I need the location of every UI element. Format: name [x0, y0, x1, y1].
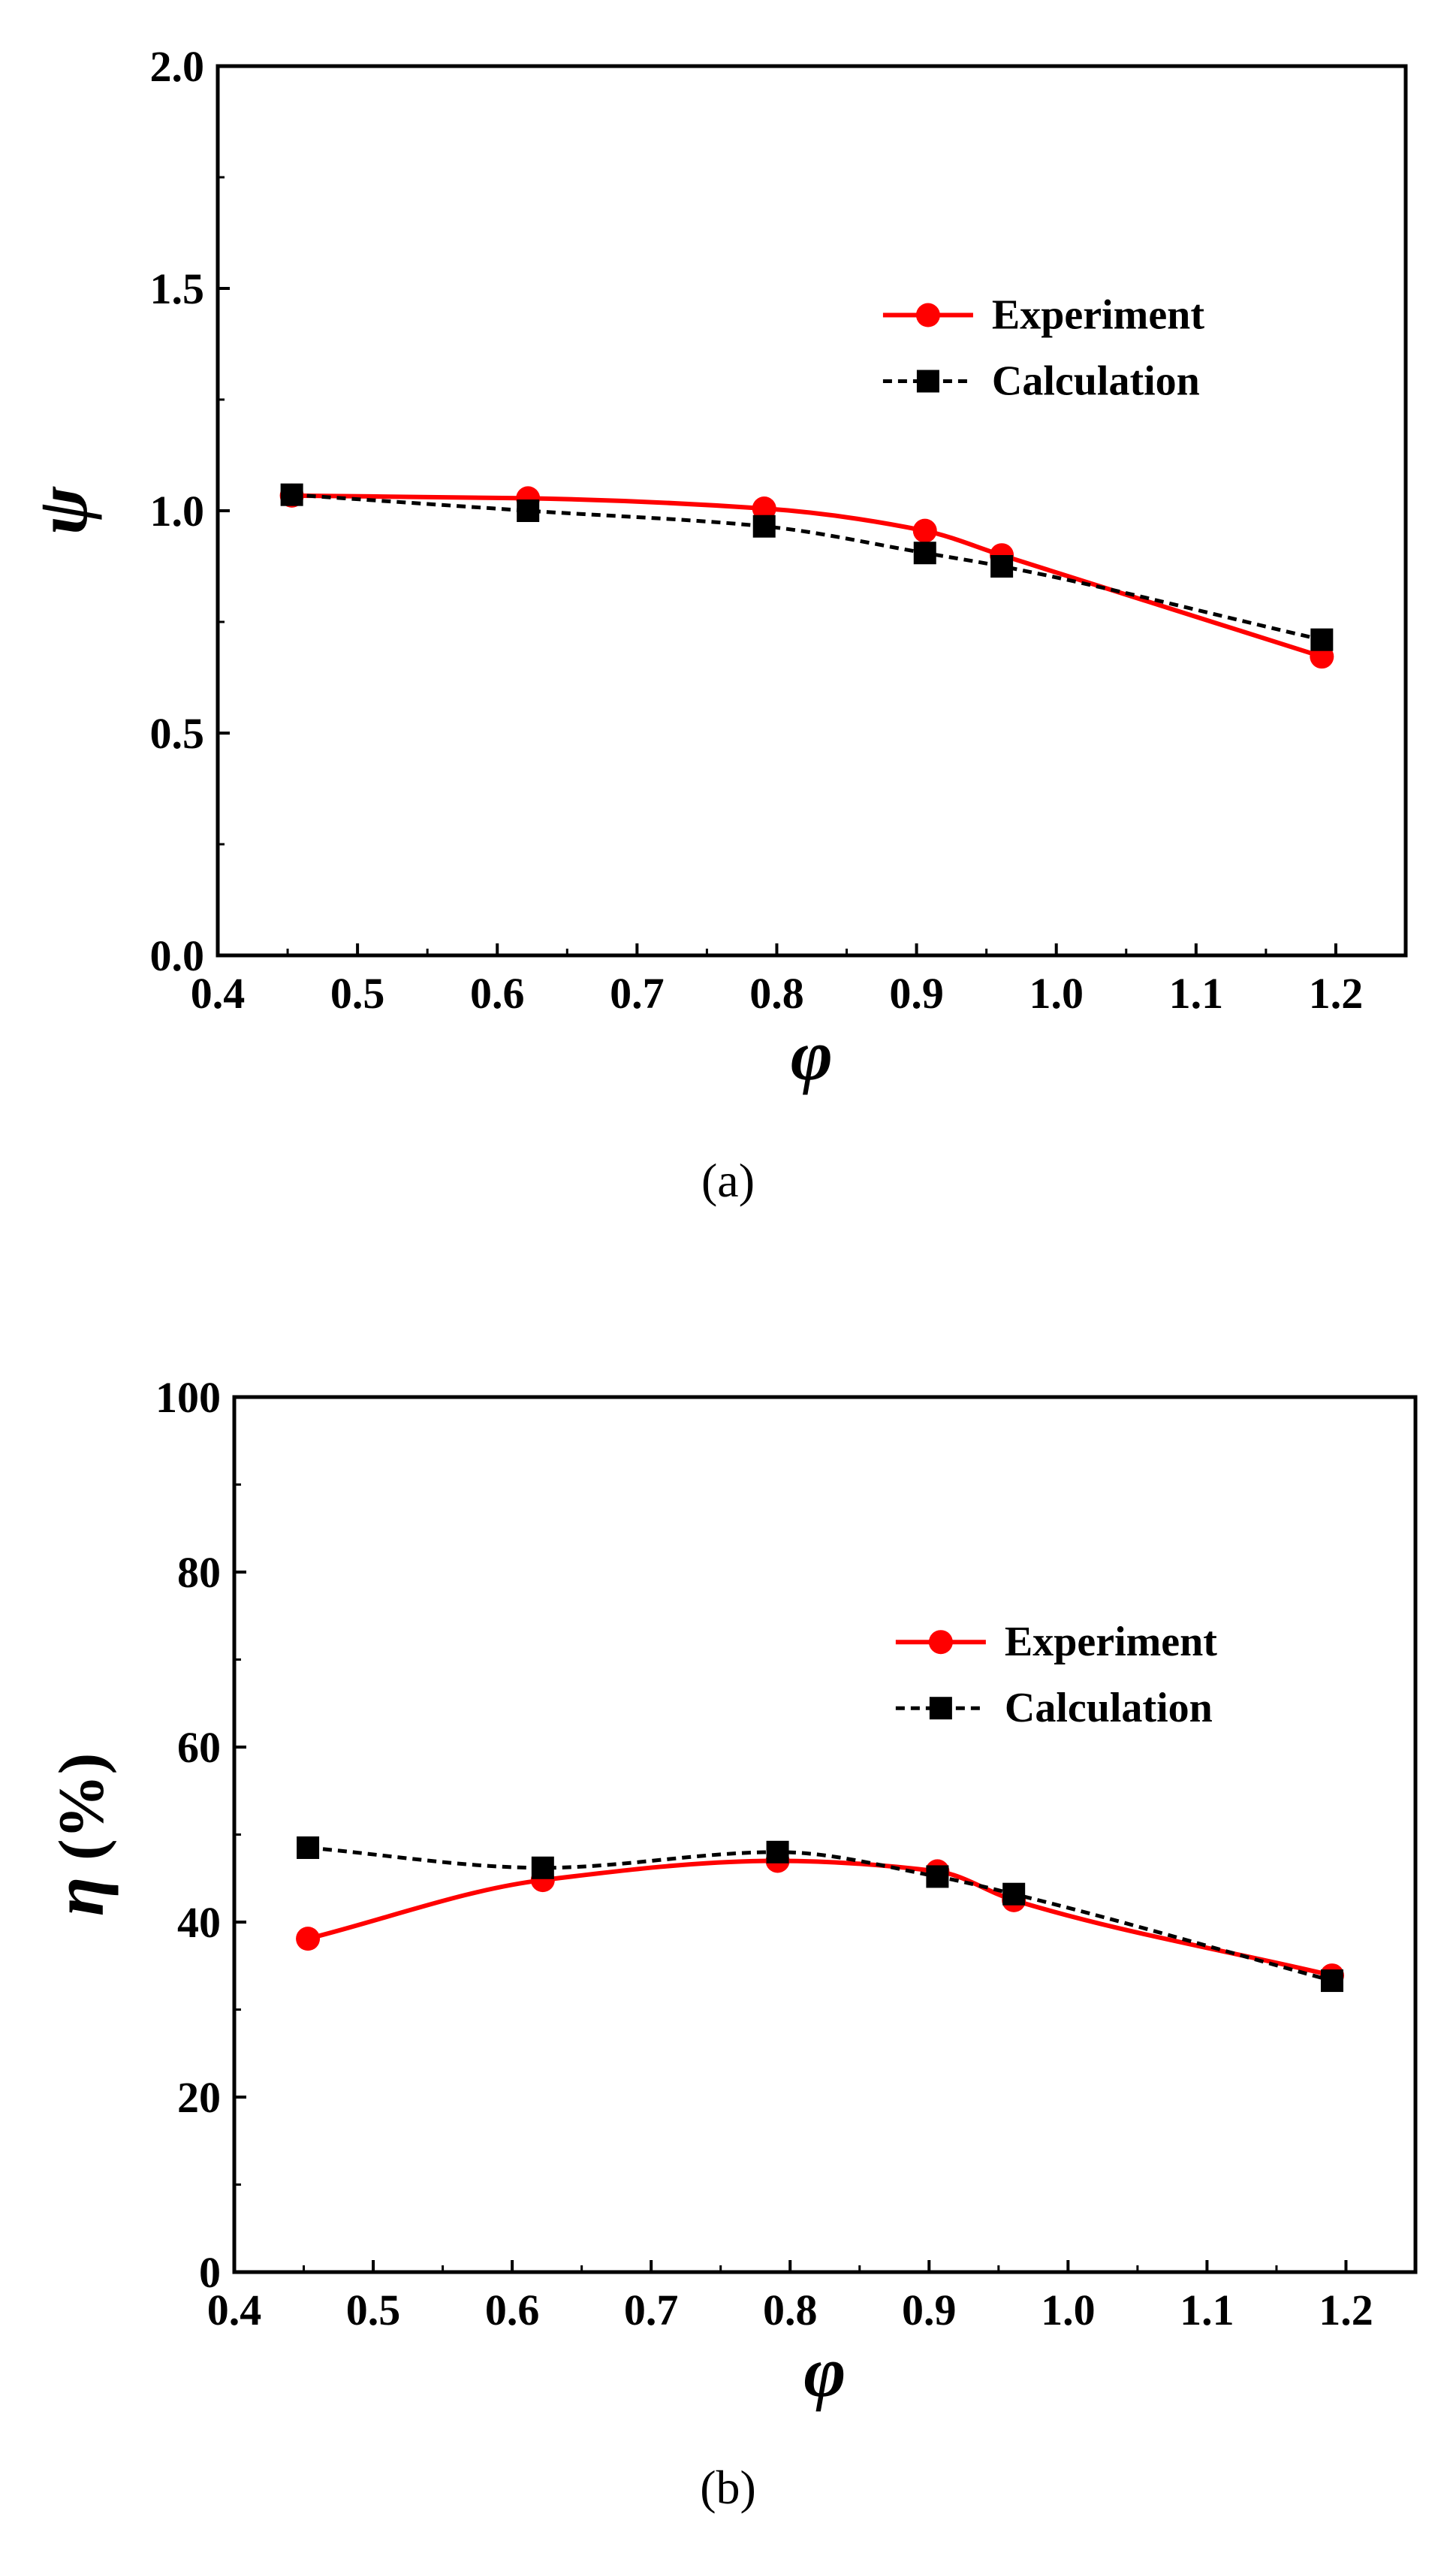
calculation-point: [752, 515, 776, 538]
y-tick-label: 0.5: [150, 709, 205, 758]
calculation-point: [1310, 628, 1334, 651]
calculation-point: [913, 542, 936, 565]
x-tick-label: 0.7: [624, 2286, 679, 2334]
chart-a: 0.4 0.5 0.6 0.7 0.8 0.9 1.0 1.1 1.2 0.0 0.5 1.0 1.5 2…: [22, 42, 1408, 1095]
y-axis-symbol: ψ: [22, 486, 102, 535]
y-tick-label: 40: [177, 1898, 221, 1947]
plot-frame: [232, 1395, 1418, 2274]
y-tick-label: 80: [177, 1548, 221, 1597]
experiment-point: [912, 518, 937, 543]
x-axis-label: φ: [791, 1015, 833, 1095]
x-tick-label: 0.9: [902, 2286, 957, 2334]
series-line-experiment: [291, 493, 1323, 659]
x-tick-label: 1.2: [1319, 2286, 1373, 2334]
x-tick-label: 0.8: [749, 969, 804, 1018]
x-tick-label: 1.1: [1169, 969, 1224, 1018]
x-tick-label: 0.7: [610, 969, 665, 1018]
legend-marker-experiment: [928, 1630, 953, 1655]
legend-label-experiment: Experiment: [1005, 1619, 1217, 1665]
y-axis-unit: (%): [45, 1753, 117, 1877]
x-tick-label: 0.6: [470, 969, 525, 1018]
y-tick-label: 100: [155, 1373, 221, 1422]
x-tick-label: 1.0: [1041, 2286, 1096, 2334]
calculation-point: [280, 483, 303, 506]
calculation-point: [297, 1836, 320, 1859]
x-tick-label: 0.4: [207, 2286, 262, 2334]
y-tick-label: 1.0: [150, 487, 205, 536]
series-line-calculation: [307, 1845, 1333, 1983]
caption-b: (b): [700, 2461, 756, 2514]
x-tick-label: 0.5: [330, 969, 385, 1018]
caption-a: (a): [701, 1154, 755, 1207]
legend-label-experiment: Experiment: [992, 292, 1204, 339]
x-tick-label: 0.5: [346, 2286, 401, 2334]
calculation-point: [926, 1865, 949, 1888]
legend-label-calculation: Calculation: [992, 358, 1200, 405]
calculation-point: [1320, 1969, 1343, 1993]
y-tick-label: 0: [199, 2248, 221, 2297]
y-tick-label: 2.0: [150, 42, 205, 91]
legend-label-calculation: Calculation: [1005, 1685, 1213, 1731]
figure-panel-a: 0.4 0.5 0.6 0.7 0.8 0.9 1.0 1.1 1.2 0.0 0.5 1.0 1.5 2…: [0, 0, 1456, 1104]
legend-marker-experiment: [915, 303, 940, 327]
experiment-point: [296, 1927, 321, 1951]
series-line-experiment: [307, 1858, 1333, 1978]
y-axis-symbol: η: [38, 1877, 119, 1917]
x-axis-label: φ: [803, 2331, 846, 2412]
x-tick-label: 0.9: [889, 969, 944, 1018]
figure-panel-b: 0.4 0.5 0.6 0.7 0.8 0.9 1.0 1.1 1.2 0 20 40 60 80 100 φ…: [0, 1322, 1456, 2426]
legend-marker-calculation: [929, 1697, 952, 1720]
x-tick-label: 1.2: [1309, 969, 1364, 1018]
y-tick-label: 1.5: [150, 264, 205, 313]
y-axis-label: ψ: [22, 486, 102, 535]
x-tick-label: 1.0: [1029, 969, 1084, 1018]
calculation-point: [766, 1840, 789, 1863]
x-tick-label: 1.1: [1180, 2286, 1234, 2334]
x-tick-label: 0.6: [485, 2286, 540, 2334]
experiment-point: [752, 496, 776, 521]
y-tick-label: 0.0: [150, 931, 205, 980]
calculation-point: [517, 499, 540, 522]
x-tick-label: 0.8: [763, 2286, 818, 2334]
y-tick-label: 60: [177, 1723, 221, 1772]
calculation-point: [531, 1856, 554, 1879]
y-axis-label: η (%): [38, 1753, 119, 1916]
y-tick-label: 20: [177, 2073, 221, 2122]
series-line-calculation: [291, 493, 1322, 642]
calculation-point: [990, 555, 1014, 578]
legend-marker-calculation: [916, 370, 939, 393]
x-tick-label: 0.4: [191, 969, 246, 1018]
calculation-point: [1002, 1882, 1026, 1906]
chart-b: 0.4 0.5 0.6 0.7 0.8 0.9 1.0 1.1 1.2 0 20 40 60 80 100 φ…: [38, 1373, 1418, 2412]
